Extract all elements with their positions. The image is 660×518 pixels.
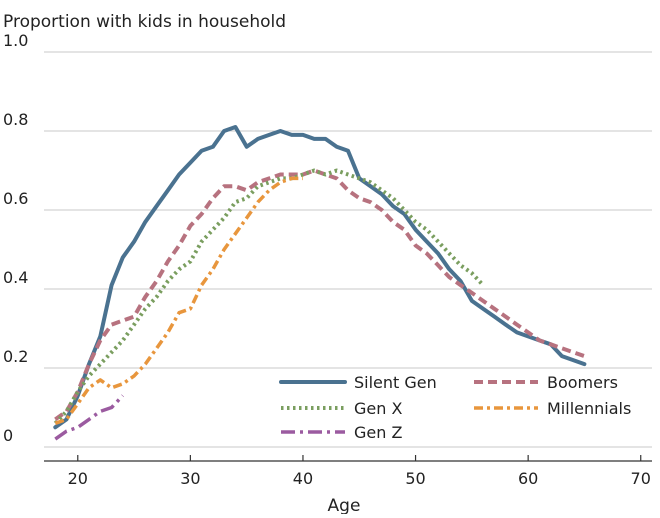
legend-label: Boomers [547,373,618,392]
y-tick-label: 1.0 [3,31,28,50]
y-tick-label: 0.4 [3,268,28,287]
series-line-millennials [54,176,303,425]
series-lines [53,125,587,441]
series-line-silent-gen [53,125,587,430]
x-tick-label: 70 [631,469,651,488]
legend-label: Silent Gen [354,373,437,392]
chart-title: Proportion with kids in household [3,12,286,32]
y-tick-label: 0.8 [3,110,28,129]
x-tick-label: 50 [405,469,425,488]
legend: Silent Gen Boomers Gen X Millennials Gen Z [279,373,631,442]
y-tick-label: 0.2 [3,347,28,366]
x-tick-label: 20 [68,469,88,488]
legend-label: Gen Z [354,423,402,442]
x-axis: 20 30 40 50 60 70 [44,455,652,488]
legend-label: Gen X [354,399,402,418]
x-axis-label: Age [328,496,361,514]
y-tick-label: 0 [3,426,13,445]
legend-label: Millennials [547,399,631,418]
x-tick-label: 30 [180,469,200,488]
gridlines [44,51,652,448]
x-tick-label: 60 [518,469,538,488]
x-tick-label: 40 [293,469,313,488]
series-line-gen-z [54,394,125,441]
y-axis-tick-labels: 0 0.2 0.4 0.6 0.8 1.0 [3,31,28,445]
y-tick-label: 0.6 [3,189,28,208]
